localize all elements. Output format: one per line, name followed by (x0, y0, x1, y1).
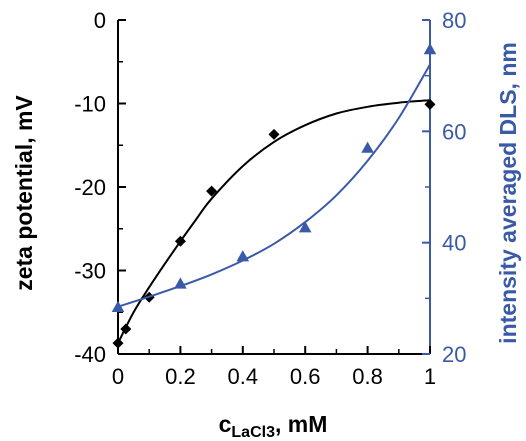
zeta-point (206, 185, 218, 197)
zeta-point (268, 128, 280, 140)
x-tick-label: 0.8 (352, 364, 383, 389)
zeta-trend-line (117, 99, 431, 344)
dls-point (111, 300, 125, 312)
y-left-tick-label: 0 (94, 8, 106, 33)
x-axis-title: cLaCl3, mM (219, 411, 328, 441)
x-axis-title-unit: , mM (275, 411, 327, 437)
y-right-tick-label: 60 (442, 119, 466, 144)
y-right-tick-label: 40 (442, 231, 466, 256)
x-tick-label: 0.2 (165, 364, 196, 389)
x-tick-label: 1 (424, 364, 436, 389)
dls-trend-line (117, 63, 431, 308)
zeta-point (120, 323, 132, 335)
y-left-tick-label: -30 (74, 259, 106, 284)
zeta-point (424, 98, 436, 110)
y-left-tick-label: -10 (74, 92, 106, 117)
dls-point (423, 43, 437, 55)
zeta-point (112, 337, 124, 349)
dls-point (361, 141, 374, 153)
x-tick-label: 0.6 (290, 364, 321, 389)
x-axis-title-subscript: LaCl3 (231, 424, 275, 441)
zeta-axis: -40 -30 -20 -10 0 (74, 8, 126, 367)
dls-point (298, 221, 312, 233)
y-right-axis-title: intensity averaged DLS, nm (495, 42, 521, 344)
y-left-axis-title: zeta potential, mV (11, 95, 37, 291)
dls-point (174, 277, 187, 289)
y-right-tick-label: 20 (442, 342, 466, 367)
y-right-tick-label: 80 (442, 8, 466, 33)
series-layer (111, 43, 437, 349)
x-tick-label: 0 (112, 364, 124, 389)
x-axis-title-main: c (219, 411, 232, 437)
zeta-point (174, 235, 186, 247)
dls-axis: 20 40 60 80 (422, 8, 466, 367)
y-left-tick-label: -40 (74, 342, 106, 367)
y-left-tick-label: -20 (74, 175, 106, 200)
dls-point (236, 250, 250, 262)
x-tick-label: 0.4 (228, 364, 259, 389)
x-axis: 0 0.2 0.4 0.6 0.8 1 (112, 346, 436, 389)
plot-frame (117, 20, 431, 355)
